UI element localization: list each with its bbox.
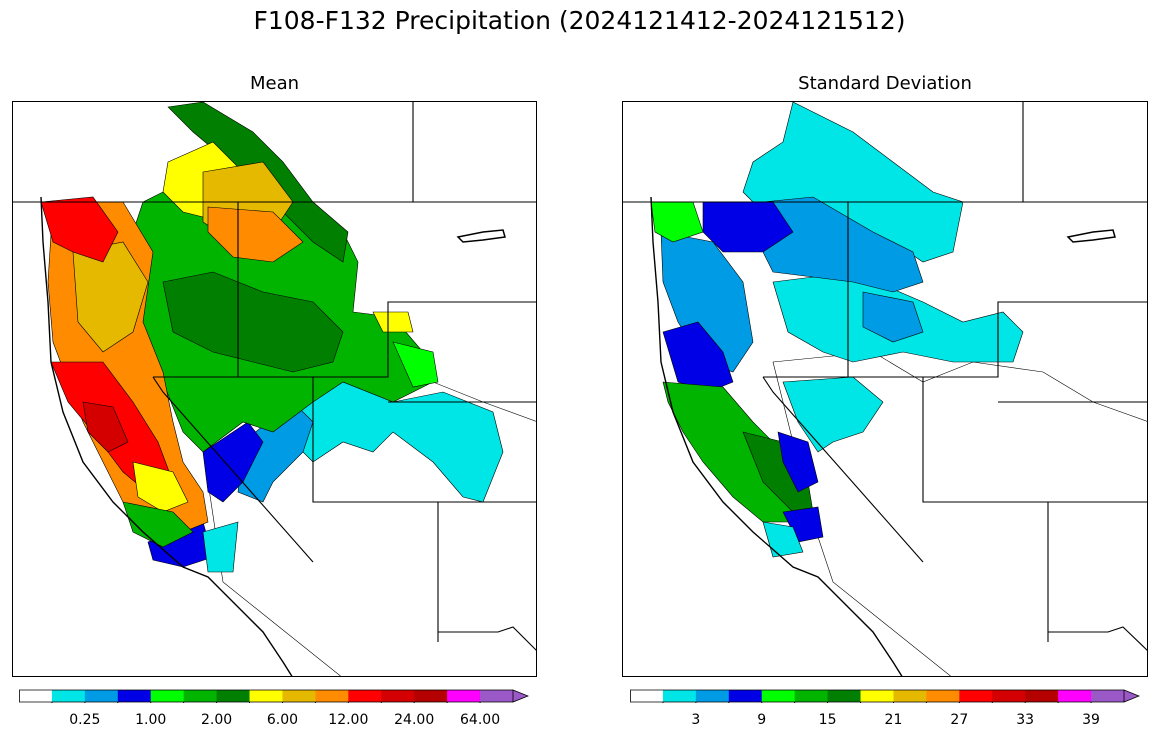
stddev-colorbar-tick-label: 27 <box>950 712 969 728</box>
stddev-colorbar-segment <box>1025 690 1059 702</box>
mean-colorbar-segment <box>51 690 86 702</box>
stddev-colorbar-segment <box>992 690 1026 702</box>
stddev-coastal-blue <box>660 231 754 373</box>
mean-colorbar-segment <box>117 690 152 702</box>
stddev-colorbar-segment <box>959 690 993 702</box>
stddev-colorbar-segment <box>860 690 894 702</box>
stddev-colorbar-tick-label: 3 <box>691 712 701 728</box>
stddev-coastal-darkblue <box>662 321 734 393</box>
stddev-colorbar-outline <box>630 689 1124 703</box>
mean-state-boundaries <box>13 102 536 651</box>
mean-colorbar-segment <box>414 690 448 702</box>
mean-colorbar <box>19 689 529 703</box>
stddev-colorbar-segment <box>893 690 927 702</box>
stddev-map <box>622 101 1148 677</box>
mean-colorbar-tick-label: 2.00 <box>201 712 233 728</box>
mean-coastal-gold <box>72 241 149 353</box>
stddev-colorbar-segment <box>630 690 664 702</box>
stddev-colorbar-segment <box>926 690 960 702</box>
mean-colorbar-tick-label: 6.00 <box>266 712 299 728</box>
mean-colorbar-segment <box>183 690 218 702</box>
mean-coastline <box>40 196 293 676</box>
mean-colorbar-segment <box>249 690 283 702</box>
mean-colorbar-segment <box>315 690 349 702</box>
mean-yellow-idaho <box>372 311 414 333</box>
mean-green-brightstrip <box>392 341 439 388</box>
stddev-blue-ca <box>777 431 819 493</box>
stddev-colorbar-segment <box>728 690 763 702</box>
mean-colorbar-tick-label: 12.00 <box>328 712 369 728</box>
mean-colorbar-tick-label: 0.25 <box>69 712 101 728</box>
stddev-colorbar-segment <box>1058 690 1092 702</box>
mean-cyan-socal <box>202 521 239 573</box>
mean-colorbar-segment <box>348 690 382 702</box>
stddev-lightblue-band <box>757 196 924 293</box>
mean-colorbar-tick-label: 1.00 <box>135 712 167 728</box>
mean-colorbar-tick-label: 64.00 <box>460 712 501 728</box>
stddev-cyan-socal <box>762 521 804 558</box>
mean-cyan-region <box>282 381 504 503</box>
mean-darkgreen-central <box>162 271 344 373</box>
stddev-colorbar-segment <box>827 690 862 702</box>
mean-lake-superior-marker <box>456 229 506 243</box>
stddev-map-canvas <box>623 102 1147 676</box>
mean-colorbar-segment <box>447 690 481 702</box>
stddev-bright-green-nw <box>650 201 704 243</box>
stddev-colorbar-tick-label: 21 <box>884 712 903 728</box>
mean-orange-region <box>207 206 304 263</box>
mean-panel-title: Mean <box>249 73 300 94</box>
mean-colorbar-segment <box>480 690 513 702</box>
stddev-lake-superior-marker <box>1066 229 1116 243</box>
mean-colorbar-segment <box>19 690 53 702</box>
stddev-panel-title: Standard Deviation <box>798 73 972 94</box>
stddev-lightblue-idaho <box>862 291 924 343</box>
figure-title: F108-F132 Precipitation (2024121412-2024… <box>253 6 906 35</box>
mean-map <box>12 101 537 677</box>
stddev-colorbar <box>630 689 1140 703</box>
mean-colorbar-segment <box>381 690 415 702</box>
stddev-colorbar-segment <box>695 690 730 702</box>
stddev-coastline <box>650 196 903 676</box>
stddev-colorbar-segment <box>662 690 697 702</box>
mean-green-ca <box>122 501 194 548</box>
stddev-colorbar-tick-label: 33 <box>1016 712 1035 728</box>
stddev-colorbar-segment <box>794 690 829 702</box>
mean-colorbar-segment <box>150 690 185 702</box>
stddev-colorbar-extend-arrow <box>1123 689 1140 703</box>
mean-map-canvas <box>13 102 536 676</box>
mean-colorbar-outline <box>19 689 513 703</box>
mean-colorbar-segment <box>216 690 251 702</box>
stddev-cyan-nevada <box>782 376 884 453</box>
stddev-colorbar-tick-label: 9 <box>757 712 767 728</box>
stddev-colorbar-segment <box>761 690 796 702</box>
mean-colorbar-segment <box>282 690 316 702</box>
stddev-colorbar-tick-label: 15 <box>818 712 837 728</box>
mean-colorbar-tick-label: 24.00 <box>394 712 435 728</box>
stddev-colorbar-segment <box>1091 690 1124 702</box>
mean-coastal-red-north <box>40 196 119 263</box>
mean-colorbar-segment <box>84 690 119 702</box>
stddev-state-boundaries <box>623 102 1147 651</box>
stddev-colorbar-tick-label: 39 <box>1082 712 1100 728</box>
mean-darkred-ca <box>82 401 129 453</box>
mean-colorbar-extend-arrow <box>512 689 529 703</box>
mean-yellow-ca <box>132 461 189 513</box>
